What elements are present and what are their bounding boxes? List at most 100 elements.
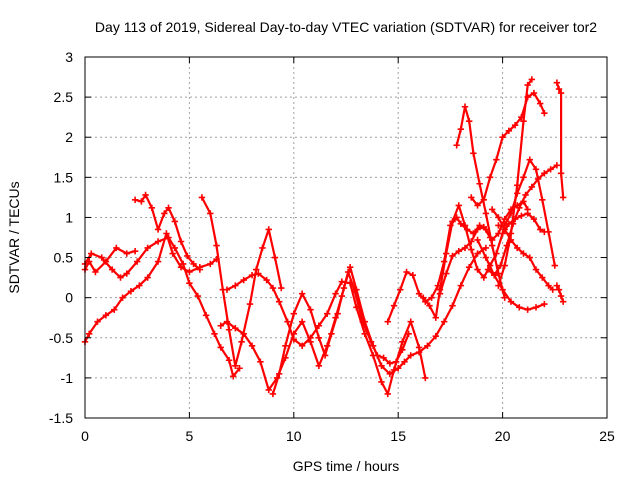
data-point — [186, 280, 193, 287]
data-point — [207, 210, 214, 217]
data-point — [338, 278, 346, 285]
data-point — [384, 318, 391, 325]
data-point — [545, 282, 552, 289]
data-point — [278, 284, 285, 292]
data-point — [211, 330, 218, 337]
data-point — [524, 210, 531, 217]
data-point — [163, 230, 170, 237]
y-tick-label: 1 — [65, 209, 73, 225]
data-point — [154, 258, 162, 265]
plot-frame — [84, 56, 608, 419]
data-point — [495, 214, 502, 221]
data-point — [541, 109, 548, 117]
data-point — [453, 142, 460, 149]
data-point — [557, 170, 565, 177]
data-point — [98, 254, 105, 261]
data-point — [255, 270, 262, 277]
data-point — [369, 342, 377, 349]
data-point — [407, 318, 414, 325]
data-point — [457, 282, 465, 289]
data-point — [401, 358, 408, 366]
data-point — [399, 346, 406, 354]
data-point — [240, 330, 247, 337]
data-point — [225, 357, 233, 364]
data-point — [528, 183, 536, 191]
data-point — [474, 202, 481, 209]
data-point — [443, 250, 450, 257]
data-point — [557, 292, 565, 300]
x-tick-label: 25 — [599, 428, 615, 444]
data-point — [474, 266, 481, 273]
data-point — [169, 250, 176, 257]
y-tick-label: 2.5 — [54, 89, 74, 105]
data-point — [386, 360, 394, 367]
data-point — [461, 222, 469, 229]
data-point — [378, 378, 385, 386]
data-point — [436, 290, 444, 297]
data-point — [307, 338, 314, 345]
data-point — [315, 322, 323, 329]
x-tick-label: 0 — [81, 428, 89, 444]
data-point — [102, 312, 110, 319]
data-point — [380, 354, 387, 362]
data-point — [196, 266, 204, 273]
data-point — [186, 268, 193, 276]
data-point — [524, 81, 531, 89]
data-point — [524, 306, 531, 313]
series-line — [225, 272, 427, 395]
data-point — [171, 244, 178, 252]
data-point — [246, 300, 254, 308]
y-tick-label: -0.5 — [49, 330, 73, 346]
series-track-e — [198, 194, 285, 370]
data-point — [232, 324, 239, 332]
data-point — [426, 302, 433, 309]
data-point — [409, 272, 417, 279]
data-point — [553, 79, 561, 86]
data-point — [514, 244, 521, 252]
data-point — [440, 318, 448, 325]
data-point — [248, 342, 256, 349]
data-point — [144, 244, 151, 252]
data-point — [230, 373, 237, 380]
data-point — [539, 196, 546, 203]
data-point — [111, 306, 118, 313]
data-point — [403, 268, 410, 276]
data-point — [269, 284, 277, 292]
data-point — [328, 330, 335, 337]
data-point — [217, 344, 224, 351]
data-point — [136, 282, 143, 289]
data-point — [474, 250, 481, 257]
data-point — [541, 300, 548, 308]
data-point — [386, 370, 394, 378]
data-point — [461, 244, 469, 252]
data-point — [424, 342, 431, 349]
data-point — [495, 222, 502, 229]
x-tick-label: 20 — [495, 428, 511, 444]
x-tick-label: 5 — [186, 428, 194, 444]
data-point — [480, 274, 488, 281]
series-line — [455, 105, 506, 299]
data-point — [457, 126, 465, 133]
series-line — [470, 91, 546, 207]
data-point — [207, 260, 214, 268]
data-point — [131, 247, 139, 255]
data-point — [117, 274, 124, 281]
data-point — [516, 304, 523, 311]
data-point — [298, 290, 306, 297]
data-point — [265, 226, 272, 233]
data-point — [455, 202, 462, 209]
data-point — [390, 302, 398, 309]
data-point — [259, 244, 266, 252]
data-point — [346, 263, 354, 271]
y-tick-label: 0.5 — [54, 250, 74, 266]
data-point — [507, 298, 515, 305]
data-point — [486, 174, 494, 181]
data-point — [499, 286, 506, 293]
data-point — [282, 342, 289, 349]
data-point — [253, 266, 260, 273]
series-line — [497, 158, 556, 267]
data-point — [307, 306, 314, 313]
data-point — [415, 349, 423, 356]
chart-title: Day 113 of 2019, Sidereal Day-to-day VTE… — [95, 19, 597, 35]
data-point — [465, 263, 473, 271]
